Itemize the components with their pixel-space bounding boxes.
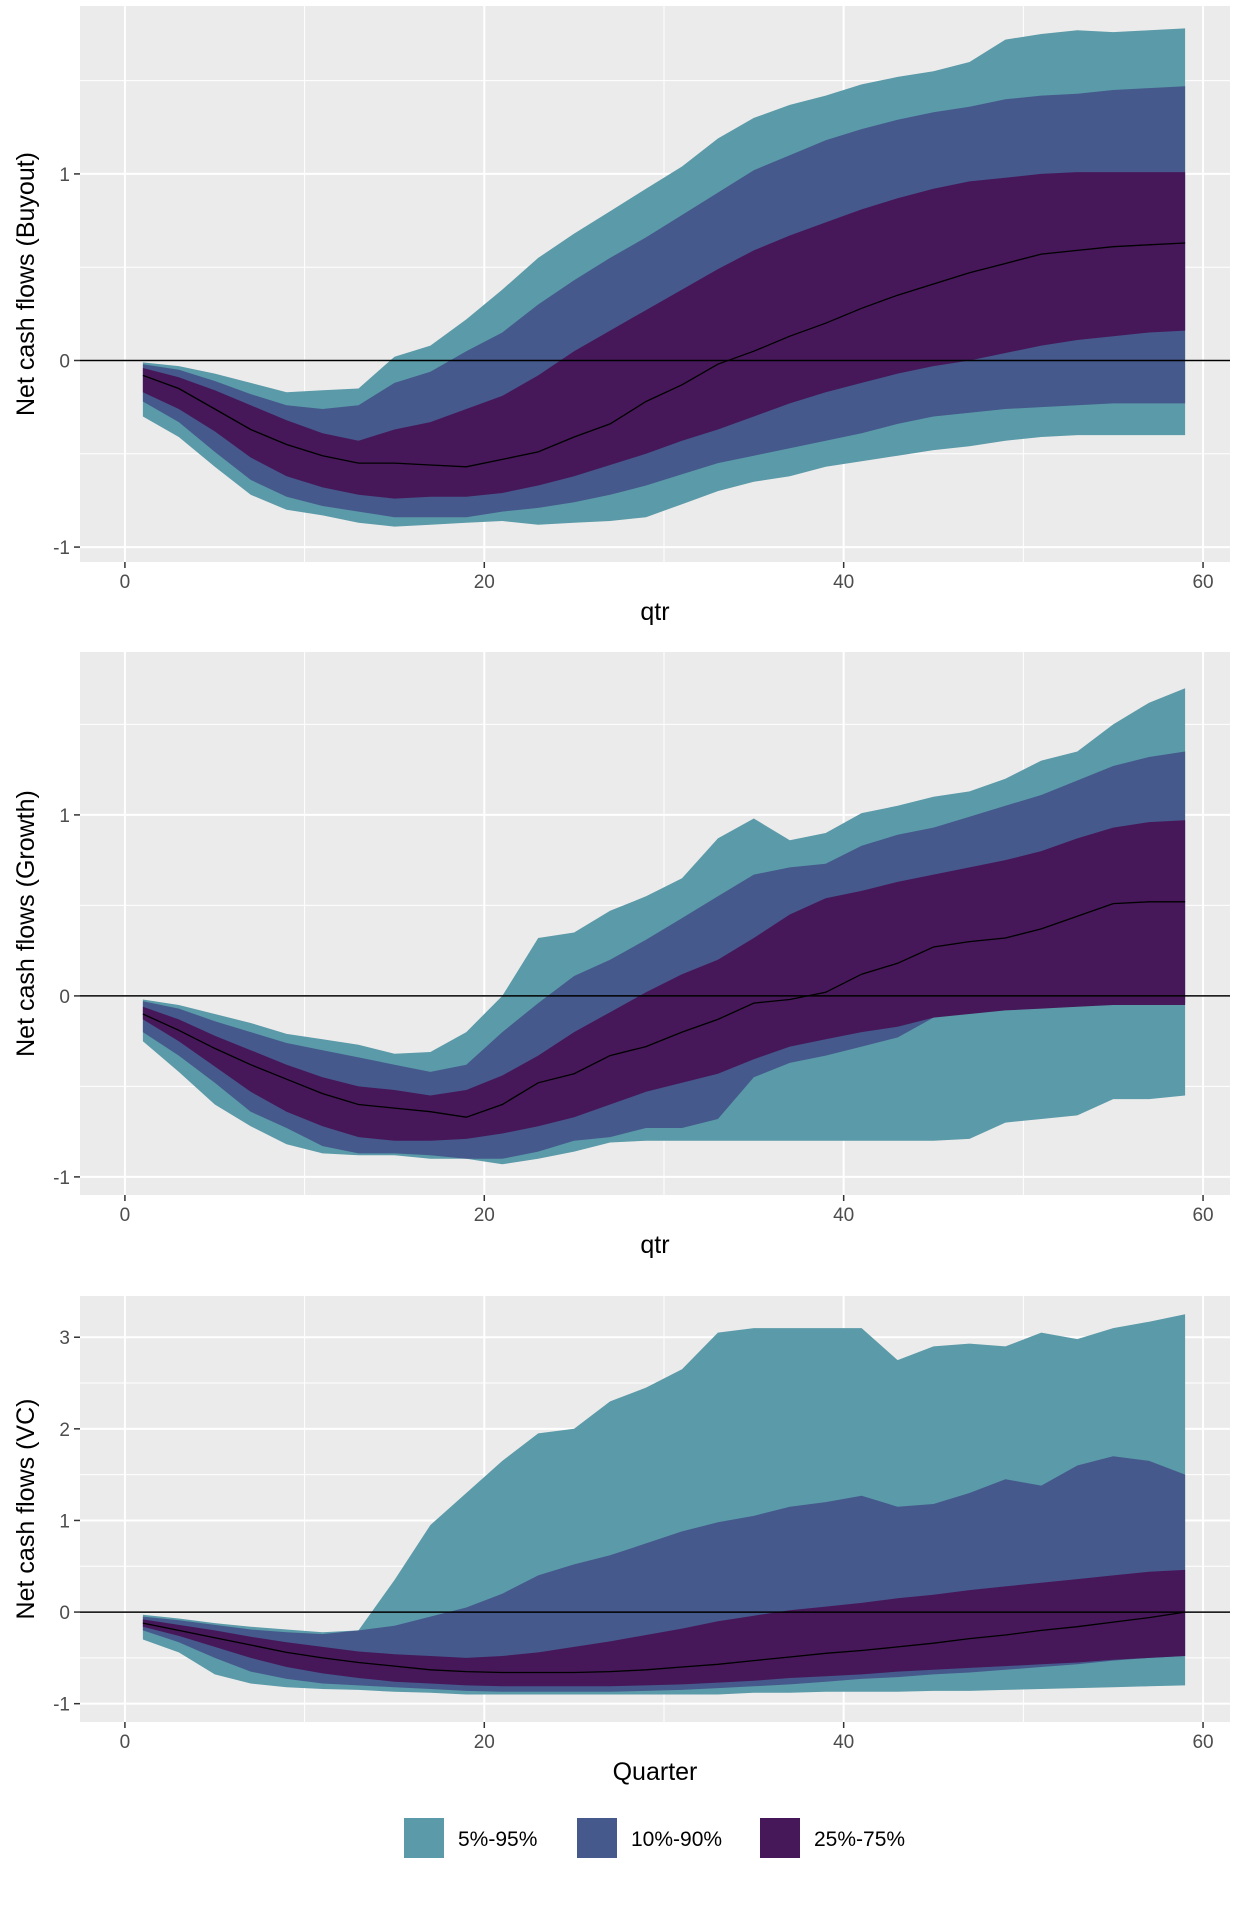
y-tick-label: 1 bbox=[59, 806, 70, 827]
band-25-to-75 bbox=[142, 820, 1186, 1141]
median-line bbox=[142, 1611, 1186, 1674]
y-tick-label: -1 bbox=[53, 1695, 70, 1716]
y-axis-title: Net cash flows (VC) bbox=[12, 1399, 40, 1620]
x-axis-title: qtr bbox=[640, 598, 669, 626]
y-tick-label: 0 bbox=[59, 1603, 70, 1624]
y-tick-label: 0 bbox=[59, 987, 70, 1008]
legend-label: 10%-90% bbox=[631, 1828, 722, 1851]
y-tick-label: -1 bbox=[53, 538, 70, 559]
legend-item-1: 5%-95% bbox=[404, 1818, 537, 1858]
x-tick-label: 20 bbox=[474, 1205, 495, 1226]
x-tick-label: 60 bbox=[1192, 1205, 1213, 1226]
chart-panel-3: 0 20 40 60 -1 0 1 2 3 Quarter Net cash flows (VC) bbox=[12, 1296, 1230, 1786]
chart-panel-1: 0 20 40 60 -1 0 1 qtr Net cash flows (Buyout) bbox=[12, 6, 1230, 626]
legend-swatch bbox=[404, 1818, 444, 1858]
x-tick-label: 0 bbox=[120, 1732, 131, 1753]
median-line bbox=[142, 901, 1186, 1118]
x-tick-label: 40 bbox=[833, 572, 854, 593]
chart-panel-2: 0 20 40 60 -1 0 1 qtr Net cash flows (Growth) bbox=[12, 652, 1230, 1259]
y-tick-label: -1 bbox=[53, 1168, 70, 1189]
x-tick-label: 40 bbox=[833, 1205, 854, 1226]
legend-swatch bbox=[760, 1818, 800, 1858]
x-tick-label: 20 bbox=[474, 1732, 495, 1753]
legend-item-2: 10%-90% bbox=[577, 1818, 722, 1858]
legend-swatch bbox=[577, 1818, 617, 1858]
legend-label: 25%-75% bbox=[814, 1828, 905, 1851]
band-25-to-75 bbox=[142, 1569, 1186, 1687]
x-tick-label: 40 bbox=[833, 1732, 854, 1753]
x-tick-label: 0 bbox=[120, 1205, 131, 1226]
y-axis-title: Net cash flows (Growth) bbox=[12, 790, 40, 1057]
y-tick-label: 0 bbox=[59, 351, 70, 372]
x-tick-label: 0 bbox=[120, 572, 131, 593]
y-tick-label: 2 bbox=[59, 1420, 70, 1441]
band-5-to-95 bbox=[142, 688, 1186, 1165]
legend: 5%-95% 10%-90% 25%-75% bbox=[404, 1818, 905, 1858]
x-tick-label: 60 bbox=[1192, 1732, 1213, 1753]
band-25-to-75 bbox=[142, 172, 1186, 499]
band-10-to-90 bbox=[142, 751, 1186, 1159]
x-tick-label: 20 bbox=[474, 572, 495, 593]
legend-label: 5%-95% bbox=[458, 1828, 537, 1851]
median-line bbox=[142, 242, 1186, 468]
y-tick-label: 3 bbox=[59, 1328, 70, 1349]
x-tick-label: 60 bbox=[1192, 572, 1213, 593]
y-tick-label: 1 bbox=[59, 165, 70, 186]
y-tick-label: 1 bbox=[59, 1511, 70, 1532]
x-axis-title: Quarter bbox=[613, 1758, 698, 1786]
y-axis-title: Net cash flows (Buyout) bbox=[12, 152, 40, 416]
x-axis-title: qtr bbox=[640, 1231, 669, 1259]
legend-item-3: 25%-75% bbox=[760, 1818, 905, 1858]
